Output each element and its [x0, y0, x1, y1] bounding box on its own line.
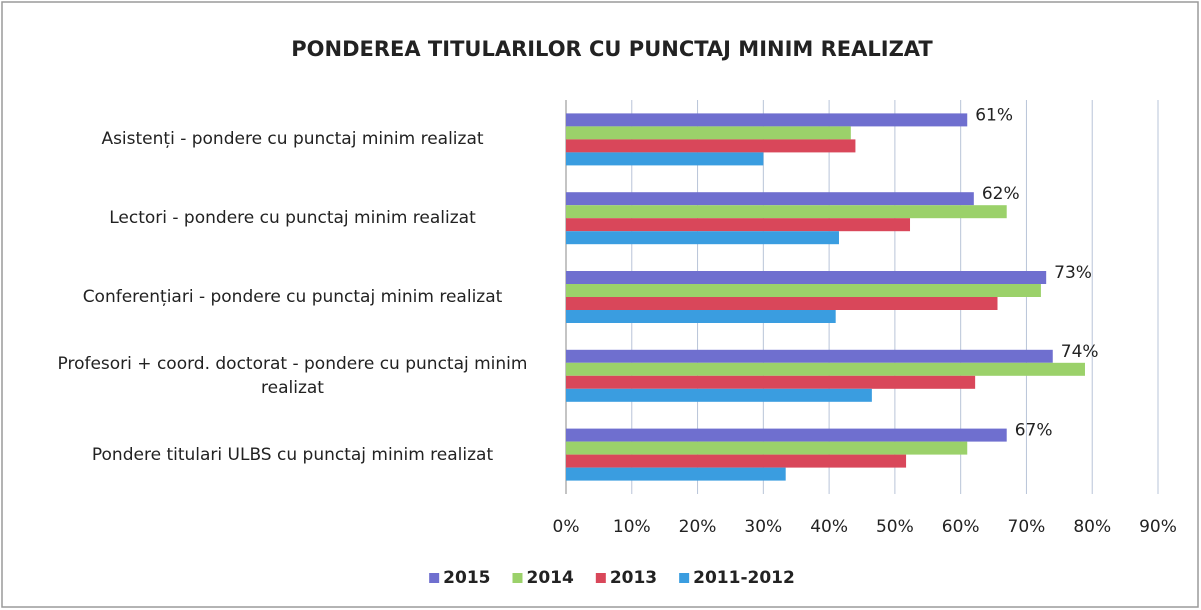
- bar: [566, 192, 974, 206]
- legend: 2015 2014 2013 2011-2012: [429, 568, 795, 588]
- x-tick-label: 80%: [1073, 517, 1111, 537]
- bar: [566, 297, 998, 310]
- bar: [566, 218, 911, 232]
- bar: [566, 454, 907, 468]
- x-tick-label: 0%: [553, 517, 580, 537]
- legend-label: 2015: [443, 568, 490, 588]
- legend-label: 2011-2012: [693, 568, 795, 588]
- bar: [566, 271, 1047, 284]
- data-label: 73%: [1054, 263, 1092, 283]
- x-tick-label: 20%: [679, 517, 717, 537]
- legend-swatch: [595, 573, 606, 583]
- legend-swatch: [679, 573, 690, 583]
- bar: [566, 152, 764, 166]
- x-tick-label: 50%: [876, 517, 914, 537]
- x-tick-label: 40%: [810, 517, 848, 537]
- bar: [566, 428, 1007, 442]
- bar: [566, 284, 1041, 297]
- y-tick-label: Conferențiari - pondere cu punctaj minim…: [82, 287, 503, 307]
- x-tick-label: 70%: [1008, 517, 1046, 537]
- x-tick-label: 60%: [942, 517, 980, 537]
- bar: [566, 113, 968, 127]
- bar: [566, 139, 856, 153]
- bar: [566, 441, 968, 455]
- bar: [566, 375, 976, 389]
- bar: [566, 349, 1053, 363]
- bar: [566, 362, 1085, 376]
- chart-title: PONDEREA TITULARILOR CU PUNCTAJ MINIM RE…: [291, 37, 933, 61]
- x-tick-label: 30%: [744, 517, 782, 537]
- legend-swatch: [512, 573, 523, 583]
- data-label: 67%: [1015, 421, 1053, 441]
- data-label: 61%: [975, 105, 1013, 125]
- bar: [566, 310, 836, 323]
- y-tick-label: Profesori + coord. doctorat - pondere cu…: [57, 353, 528, 398]
- bar: [566, 205, 1007, 219]
- bar: [566, 388, 872, 402]
- data-label: 62%: [982, 184, 1020, 204]
- data-label: 74%: [1061, 342, 1099, 362]
- y-tick-label: Pondere titulari ULBS cu punctaj minim r…: [91, 444, 494, 465]
- bar: [566, 467, 786, 481]
- legend-label: 2014: [526, 568, 573, 588]
- bar: [566, 231, 839, 245]
- x-tick-label: 90%: [1139, 517, 1177, 537]
- x-tick-label: 10%: [613, 517, 651, 537]
- bar: [566, 126, 851, 140]
- legend-label: 2013: [610, 568, 657, 588]
- legend-swatch: [429, 573, 440, 583]
- y-tick-label: Lectori - pondere cu punctaj minim reali…: [109, 208, 476, 229]
- y-tick-label: Asistenți - pondere cu punctaj minim rea…: [101, 129, 484, 150]
